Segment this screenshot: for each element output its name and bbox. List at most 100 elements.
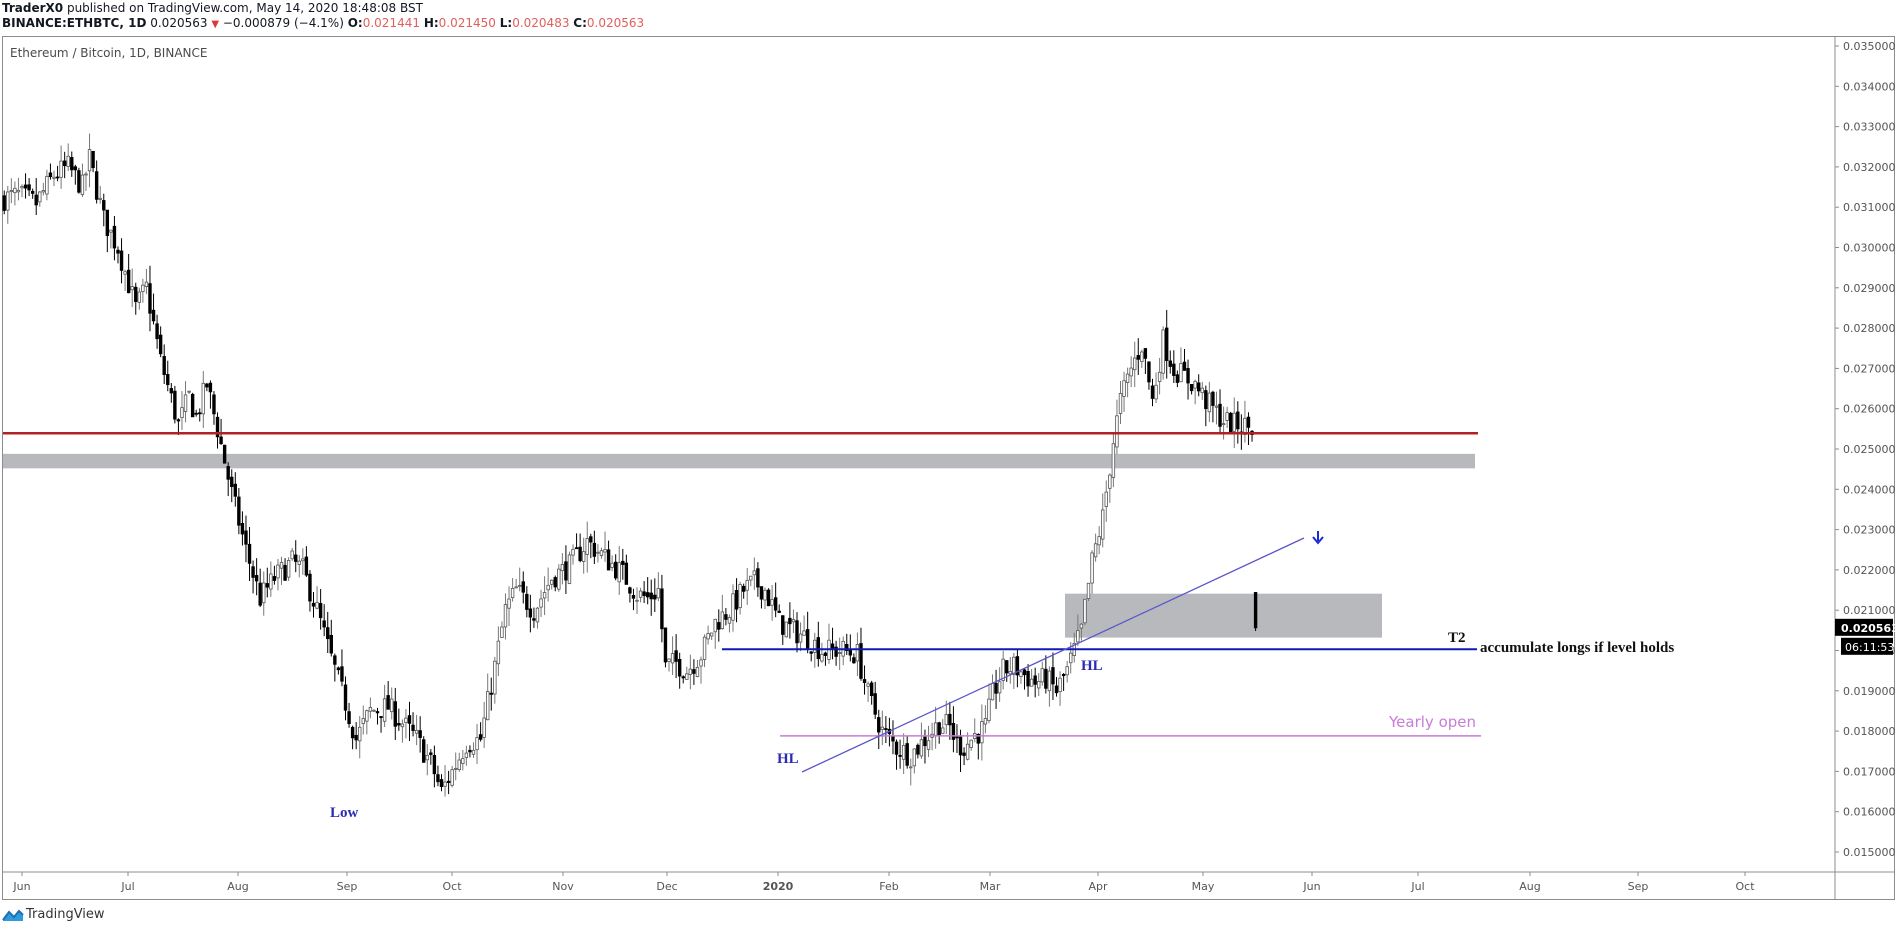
candle-up-body [567,554,572,584]
chart-frame[interactable] [2,36,1895,900]
candle [233,472,237,507]
author-name[interactable]: TraderX0 [2,1,64,15]
open-label: O: [347,16,363,30]
tradingview-logo[interactable]: TradingView [2,907,105,922]
candle [77,167,81,194]
candle [1022,667,1027,690]
candle [532,607,536,628]
candle-down-body [628,587,632,594]
candle-down-body [1136,355,1140,360]
candle-down-body [70,157,74,171]
time-tick-label: Mar [980,880,1001,893]
candle-down-body [1147,361,1151,383]
candle [457,752,461,772]
candle [1108,473,1112,503]
candle [624,554,629,585]
candle-down-body [2,195,6,211]
candle [151,293,156,325]
candle [564,545,568,594]
candle [688,654,693,690]
candle-down-body [230,476,234,488]
candle [1111,433,1116,488]
candle [265,567,269,598]
candle-down-body [816,637,821,660]
candle [30,188,35,199]
candle [500,621,504,639]
candle [518,567,522,592]
candle [791,609,796,634]
candle [766,588,771,607]
candle [350,725,355,750]
support-zone[interactable] [1065,593,1382,638]
time-tick-label: Jun [12,880,30,893]
candle-down-body [589,536,593,543]
candle-up-body [454,767,458,770]
candle [1136,338,1140,375]
candle [382,684,387,728]
axes: 0.035000 0.034000 0.033000 0.032000 0.031000… [2,36,1899,900]
open-value: 0.021441 [362,16,420,30]
candle-down-body [407,715,412,724]
candle-down-body [1189,384,1194,392]
candle-up-body [1001,658,1005,681]
ascending-trendline[interactable] [801,537,1305,773]
candle-down-body [1015,656,1020,676]
candle [198,408,202,422]
candle-down-body [155,323,159,340]
price-tick-label: 0.018000 [1843,725,1896,738]
candle-up-body [9,190,14,193]
candle [958,729,963,772]
candle-up-body [486,691,490,721]
candle [855,632,860,677]
candle-up-body [1079,623,1084,629]
candle-up-body [909,766,913,769]
candle [70,151,74,177]
candle [752,557,757,590]
candle [525,586,529,618]
candle-up-body [1125,373,1130,383]
candle-up-body [372,709,376,712]
candle [212,391,216,425]
candle [254,558,259,596]
candle-up-body [926,740,931,750]
candle [1101,493,1105,548]
candle-up-body [720,611,725,630]
candle [496,626,501,677]
candle-down-body [55,176,60,179]
candle [119,238,124,284]
candle-up-body [482,717,486,738]
candle-up-body [475,737,479,751]
candle [916,743,920,759]
candle-up-body [1101,509,1105,540]
candle [1179,347,1183,383]
resistance-zone[interactable] [3,453,1475,469]
candle-up-body [610,562,614,568]
candle [1147,361,1151,390]
candle [759,586,764,609]
candle [553,575,557,592]
candle-up-body [404,717,408,723]
candle-down-body [891,735,895,742]
candle [84,171,88,192]
candle [741,583,746,599]
candle-down-body [436,774,440,783]
candle [965,732,970,761]
candle-down-body [265,583,269,588]
candle [130,268,134,308]
drawings[interactable]: Low HL HL T2 accumulate longs if level holds… [3,432,1674,821]
candle-up-body [837,652,842,654]
candle [738,581,742,615]
candle-up-body [802,630,806,636]
candle [105,209,110,253]
candle [1236,401,1240,444]
candle [450,765,454,788]
candle [674,634,678,679]
candle [816,621,821,667]
candle-down-body [73,166,78,171]
candle [727,614,732,633]
candle-down-body [948,713,952,726]
candles [2,133,1258,797]
candle-down-body [219,436,223,445]
candle [251,560,255,594]
